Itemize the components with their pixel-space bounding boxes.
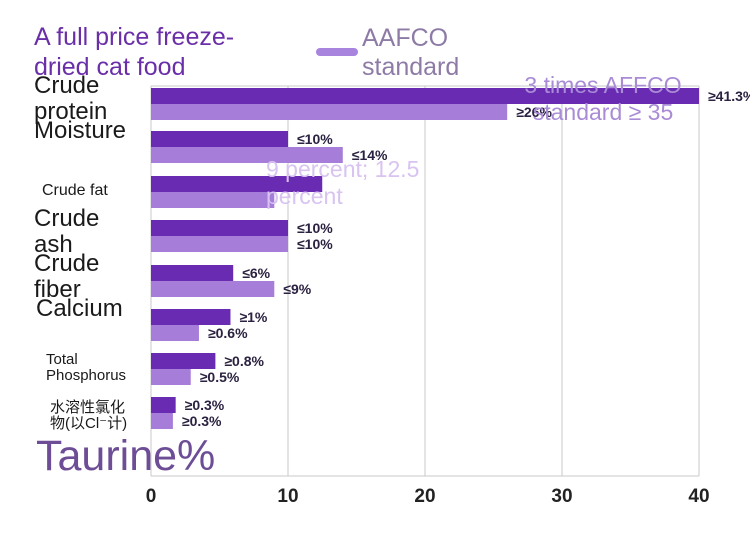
standard-bar	[151, 236, 288, 252]
legend-product-label: A full price freeze-dried cat food	[34, 23, 235, 81]
standard-bar	[151, 192, 275, 208]
standard-bar	[151, 369, 191, 385]
standard-bar	[151, 147, 343, 163]
category-label: Total Phosphorus	[46, 351, 126, 384]
legend-standard-label: AAFCO standard	[362, 24, 460, 81]
product-value-label: ≥0.8%	[224, 353, 264, 369]
standard-bar	[151, 413, 173, 429]
x-tick-label: 30	[551, 486, 572, 507]
category-label: 水溶性氯化物(以Cl⁻计)	[50, 399, 127, 432]
x-tick-label: 0	[146, 486, 157, 507]
category-label: Crude ash	[34, 205, 99, 258]
product-bar	[151, 309, 231, 325]
standard-bar	[151, 325, 199, 341]
product-value-label: ≤10%	[297, 220, 333, 236]
product-bar	[151, 131, 288, 147]
standard-value-label: ≥26%	[516, 104, 552, 120]
product-value-label: ≤6%	[242, 265, 270, 281]
category-label: Crude fiber	[34, 250, 99, 303]
standard-value-label: ≥0.3%	[182, 413, 222, 429]
standard-value-label: ≤9%	[283, 281, 311, 297]
moisture-annotation: 9 percent; 12.5 percent	[266, 156, 420, 209]
product-bar	[151, 265, 234, 281]
product-bar	[151, 353, 216, 369]
standard-value-label: ≥0.5%	[200, 369, 240, 385]
category-label: Crude protein	[34, 72, 107, 125]
standard-value-label: ≥0.6%	[208, 325, 248, 341]
product-bar	[151, 397, 176, 413]
x-tick-label: 20	[414, 486, 435, 507]
standard-value-label: ≤14%	[352, 147, 388, 163]
standard-bar	[151, 281, 275, 297]
product-bar	[151, 176, 323, 192]
product-value-label: ≥0.3%	[185, 397, 225, 413]
category-label: Calcium	[36, 295, 123, 322]
product-value-label: ≤10%	[297, 131, 333, 147]
category-label: Crude fat	[42, 182, 108, 199]
product-bar	[151, 88, 699, 104]
x-tick-label: 40	[688, 486, 709, 507]
product-bar	[151, 220, 288, 236]
standard-value-label: ≤10%	[297, 236, 333, 252]
x-tick-label: 10	[277, 486, 298, 507]
standard-bar	[151, 104, 508, 120]
category-label: Moisture	[34, 117, 126, 144]
product-value-label: ≥1%	[239, 309, 267, 325]
taurine-label: Taurine%	[36, 432, 216, 480]
legend-standard-swatch	[316, 48, 358, 56]
protein-annotation: 3 times AFFCO standard ≥ 35	[524, 72, 682, 125]
product-value-label: ≥41.3%	[708, 88, 750, 104]
